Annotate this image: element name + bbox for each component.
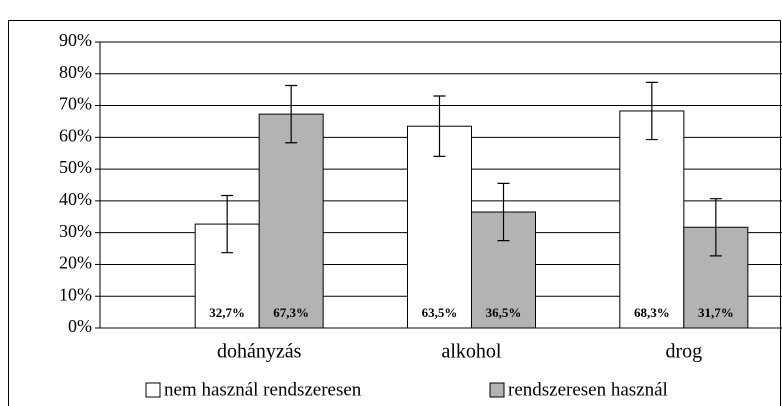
- x-tick-label: alkohol: [442, 341, 502, 363]
- value-label: 31,7%: [698, 305, 734, 320]
- x-tick-label: dohányzás: [217, 341, 302, 363]
- y-tick-label: 90%: [59, 30, 92, 50]
- error-bar: [221, 194, 234, 254]
- bar: [619, 110, 685, 329]
- y-tick-label: 70%: [59, 94, 92, 114]
- error-bar: [433, 95, 446, 157]
- y-tick-label: 50%: [59, 157, 92, 177]
- legend-swatch: [489, 382, 505, 398]
- error-bar: [645, 81, 658, 141]
- y-tick-label: 20%: [59, 253, 92, 273]
- error-bar: [497, 182, 510, 242]
- y-tick-label: 40%: [59, 189, 92, 209]
- legend-swatch: [145, 382, 161, 398]
- y-tick-label: 10%: [59, 284, 92, 304]
- x-tick-label: drog: [665, 341, 702, 363]
- bar: [258, 113, 324, 329]
- legend-label: rendszeresen használ: [508, 379, 668, 400]
- value-label: 63,5%: [422, 305, 458, 320]
- legend-label: nem használ rendszeresen: [164, 379, 362, 400]
- y-tick-label: 60%: [59, 125, 92, 145]
- y-tick-label: 30%: [59, 221, 92, 241]
- value-label: 36,5%: [486, 305, 522, 320]
- value-label: 68,3%: [634, 305, 670, 320]
- y-tick-label: 0%: [68, 316, 92, 336]
- value-label: 32,7%: [209, 305, 245, 320]
- error-bar: [285, 84, 298, 144]
- error-bar: [709, 198, 722, 257]
- value-label: 67,3%: [273, 305, 309, 320]
- y-tick-label: 80%: [59, 62, 92, 82]
